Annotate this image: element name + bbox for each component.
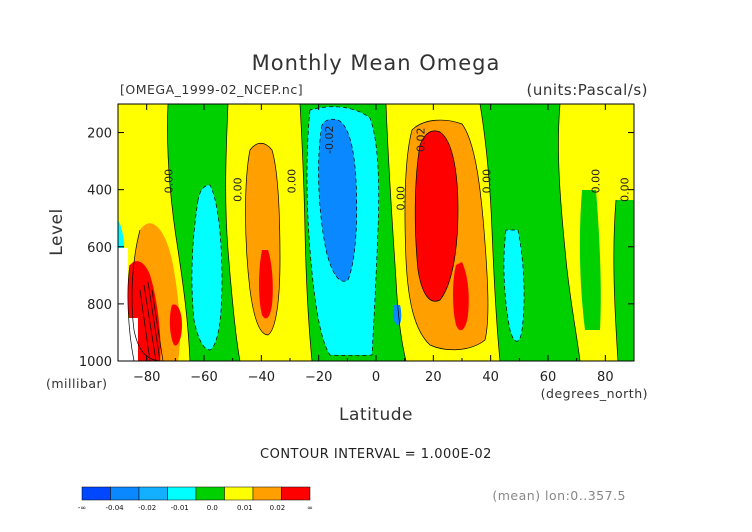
contour-label: 0.00	[231, 177, 244, 202]
contour-label: 0.00	[618, 177, 631, 202]
y-axis-label: Level	[47, 208, 67, 255]
contour-label: 0.00	[590, 169, 603, 194]
colorbar-label: -∞	[78, 504, 86, 512]
averaging-note: (mean) lon:0..357.5	[492, 488, 626, 503]
x-tick-label: −40	[248, 370, 275, 385]
colorbar-label: -0.04	[106, 504, 125, 512]
fill-blue-region-1	[318, 119, 357, 282]
fill-red-region-1	[415, 130, 458, 302]
negative-contour-lines	[191, 106, 525, 357]
y-tick-label: 400	[87, 184, 112, 199]
fill-cyan-region-1	[191, 185, 222, 350]
colorbar-label: ∞	[307, 504, 313, 512]
contour-label: 0.00	[481, 169, 494, 194]
colorbar-swatch	[138, 486, 168, 501]
y-axis-units: (millibar)	[46, 376, 108, 391]
chart-title: Monthly Mean Omega	[252, 51, 501, 75]
x-tick-label: 60	[540, 370, 557, 385]
plot-area: 0.00 0.00 0.00 -0.02 0.00 0.02 0.00 0.00 0.00	[118, 104, 634, 361]
x-tick-label: 80	[597, 370, 614, 385]
colorbar-swatch	[195, 486, 225, 501]
x-axis-units: (degrees_north)	[541, 386, 648, 401]
colorbar-swatch	[252, 486, 282, 501]
x-tick-label: −60	[190, 370, 217, 385]
contour-labels: 0.00 0.00 0.00 -0.02 0.00 0.02 0.00 0.00 0.00	[162, 125, 631, 210]
y-tick-label: 200	[87, 127, 112, 142]
units-label: (units:Pascal/s)	[527, 81, 649, 99]
colorbar-swatch	[81, 486, 111, 501]
contour-label: 0.00	[395, 186, 408, 211]
contour-label: -0.02	[323, 125, 336, 153]
colorbar: -∞ -0.04 -0.02 -0.01 0.0 0.01 0.02 ∞	[78, 486, 313, 512]
y-tick-label: 600	[87, 241, 112, 256]
colorbar-label: -0.01	[171, 504, 189, 512]
contour-label: 0.00	[286, 169, 299, 194]
x-tick-label: 20	[425, 370, 442, 385]
x-tick-label: 40	[482, 370, 499, 385]
x-axis-ticks: −80 −60 −40 −20 0 20 40 60 80	[117, 104, 635, 385]
colorbar-swatch	[110, 486, 140, 501]
y-tick-label: 800	[87, 298, 112, 313]
dataset-label: [OMEGA_1999-02_NCEP.nc]	[120, 82, 303, 97]
contour-interval-note: CONTOUR INTERVAL = 1.000E-02	[260, 447, 492, 462]
x-tick-label: −20	[305, 370, 332, 385]
fill-red-region-5	[169, 304, 182, 346]
contour-lines	[127, 104, 619, 361]
fill-red-region-3	[259, 250, 273, 319]
colorbar-swatch	[281, 486, 311, 501]
fill-green-island-1	[579, 190, 601, 330]
colorbar-swatch	[224, 486, 254, 501]
fill-red-region-2	[453, 262, 469, 331]
fill-green-island-2	[613, 200, 634, 361]
colorbar-label: 0.0	[207, 504, 218, 512]
x-axis-label: Latitude	[339, 405, 413, 425]
contour-label: 0.02	[415, 127, 428, 152]
colorbar-swatch	[167, 486, 197, 501]
colorbar-label: -0.02	[138, 504, 156, 512]
x-tick-label: 0	[372, 370, 380, 385]
x-tick-label: −80	[133, 370, 160, 385]
contour-label: 0.00	[162, 169, 175, 194]
y-axis-ticks: 200 400 600 800 1000	[79, 127, 634, 370]
fill-cyan-region-3	[503, 230, 525, 342]
colorbar-label: 0.01	[237, 504, 253, 512]
colorbar-label: 0.02	[270, 504, 286, 512]
y-tick-label: 1000	[79, 355, 112, 370]
